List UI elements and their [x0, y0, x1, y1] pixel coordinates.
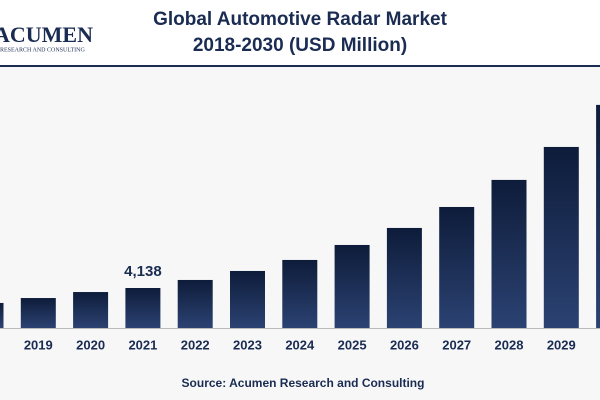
logo-tagline: RESEARCH AND CONSULTING	[0, 47, 85, 53]
value-label: 4,138	[124, 263, 162, 280]
x-tick-label: 2028	[495, 337, 524, 352]
bar	[0, 302, 4, 328]
x-tick-label: 2029	[547, 337, 576, 352]
bar	[177, 279, 213, 328]
x-tick-label: 2023	[233, 337, 262, 352]
logo-name: ACUMEN	[0, 22, 93, 47]
x-tick-label: 2027	[442, 337, 471, 352]
chart-title: Global Automotive Radar Market	[153, 9, 448, 30]
bar	[386, 227, 422, 328]
chart-subtitle: 2018-2030 (USD Million)	[193, 35, 407, 56]
bar	[20, 298, 56, 328]
bar	[230, 270, 265, 328]
header	[0, 0, 600, 66]
x-tick-label: 2019	[24, 337, 53, 352]
bar	[334, 244, 370, 328]
bar	[543, 146, 579, 328]
bar	[596, 104, 600, 328]
bar	[491, 179, 527, 328]
x-tick-label: 2021	[128, 337, 157, 352]
source-note: Source: Acumen Research and Consulting	[182, 376, 425, 390]
x-tick-label: 2020	[76, 337, 105, 352]
x-tick-label: 2022	[181, 337, 210, 352]
bar	[282, 259, 318, 328]
bar	[125, 288, 161, 328]
x-tick-label: 2025	[338, 337, 367, 352]
x-tick-label: 2024	[285, 337, 315, 352]
x-tick-label: 2026	[390, 337, 419, 352]
bar	[439, 206, 475, 328]
bar	[73, 292, 109, 328]
